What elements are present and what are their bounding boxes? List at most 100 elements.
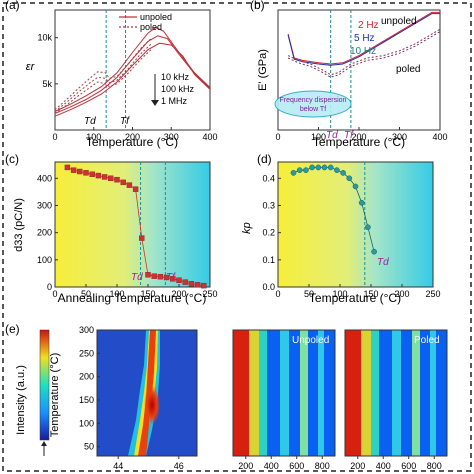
- panel-d-points: [290, 164, 377, 255]
- panel-c-point: [120, 179, 126, 186]
- panel-d-point: [371, 248, 377, 255]
- panel-e: (e) Intensity (a.u.) Temperature (°C) 50…: [5, 322, 448, 471]
- panel-d-xtick-label: 0: [275, 289, 280, 299]
- heatmap-unpoled-title: Unpoled: [292, 335, 329, 346]
- frequency-dispersion-callout: [274, 90, 352, 118]
- heatmap-xrd-x-ticks: 44 46: [113, 456, 184, 471]
- panel-d-point: [321, 164, 328, 171]
- panel-a-freq-100khz: 100 kHz: [161, 84, 195, 94]
- panel-d-xtick-label: 200: [394, 289, 409, 299]
- heatmap-xtick-label: 200: [238, 461, 253, 471]
- panel-d-ytick-label: 0.4: [262, 173, 275, 183]
- panel-d-ytick-label: 0.1: [262, 255, 275, 265]
- heatmap-poled-frame: [344, 329, 448, 457]
- panel-c-point: [95, 172, 102, 179]
- panel-a-series-poled: [54, 48, 153, 114]
- panel-d-ytick-label: 0.2: [262, 228, 275, 238]
- heatmap-unpoled-band-low: [233, 330, 249, 456]
- heatmap-poled-title: Poled: [414, 335, 440, 346]
- panel-b-curves: [287, 11, 441, 78]
- panel-d-x-ticks: 0 50 100 150 200 250: [275, 284, 441, 299]
- heatmap-xtick-label: 600: [289, 461, 304, 471]
- panel-c-point: [114, 176, 120, 183]
- panel-a-x-ticks: 0 100 200 300 400: [52, 127, 218, 142]
- panel-b-xtick-label: 0: [275, 132, 280, 142]
- heatmap-xtick-label: 46: [174, 461, 184, 471]
- heatmap-unpoled-frame: [232, 329, 336, 457]
- panel-b-unpoled-label: unpoled: [381, 16, 417, 27]
- panel-a-xtick-label: 100: [86, 132, 101, 142]
- panel-c-point: [132, 186, 139, 192]
- panel-a-series-unpoled: [54, 26, 211, 112]
- panel-d-point: [346, 175, 353, 182]
- colorbar-label: Intensity (a.u.): [15, 365, 27, 435]
- panel-c-point: [201, 282, 207, 289]
- panel-c-point: [188, 281, 195, 287]
- callout-line-2: below Tf: [300, 106, 326, 113]
- panel-c-point: [89, 171, 95, 177]
- panel-d-point: [309, 164, 315, 171]
- panel-d-point: [296, 167, 303, 174]
- panel-c-point: [157, 273, 164, 280]
- panel-d-xtick-label: 50: [304, 289, 314, 299]
- panel-c-td-label: Td: [131, 272, 143, 283]
- panel-c-point: [77, 168, 83, 175]
- heatmap-xrd-peak-core: [144, 385, 160, 425]
- panel-b-xtick-label: 300: [392, 132, 407, 142]
- panel-d-frame: [277, 161, 434, 288]
- panel-c-point: [64, 164, 71, 171]
- panel-d-point: [327, 164, 334, 171]
- panel-e-ytick-label: 300: [79, 325, 94, 335]
- panel-b-xlabel: Temperature (°C): [313, 135, 405, 149]
- panel-b-xtick-label: 100: [311, 132, 326, 142]
- panel-a-label: (a): [5, 0, 20, 12]
- panel-c: (c) 0 50 100 150 200 250 0 100 200 300 400 Anneal…: [5, 152, 218, 305]
- panel-c-ytick-label: 100: [37, 255, 52, 265]
- panel-d-label: (d): [257, 152, 272, 166]
- panel-e-ytick-label: 200: [79, 372, 94, 382]
- panel-d-point: [290, 170, 297, 176]
- heatmap-poled-band-cyan: [371, 330, 379, 456]
- panel-b: (b) Frequency dispersion below Tf 0 100 20…: [250, 0, 448, 149]
- panel-c-point: [139, 235, 145, 241]
- panel-a-series-poled: [54, 42, 153, 112]
- legend-2hz: 2 Hz: [358, 20, 379, 31]
- heatmap-unpoled-x-ticks: 200 400 600 800: [238, 456, 330, 471]
- colorbar: [39, 329, 50, 441]
- panel-b-series-unpoled: [287, 13, 440, 66]
- panel-c-point: [170, 276, 176, 282]
- heatmap-poled-band-low: [345, 330, 361, 456]
- heatmap-poled-band-4: [430, 330, 436, 456]
- panel-a-freq-10khz: 10 kHz: [161, 72, 190, 82]
- panel-c-ytick-label: 0: [47, 282, 52, 292]
- panel-b-td-label: Td: [326, 130, 338, 141]
- panel-d-point: [352, 183, 359, 190]
- panel-c-point: [83, 170, 89, 176]
- heatmap-xtick-label: 400: [264, 461, 279, 471]
- panel-c-ytick-label: 300: [37, 200, 52, 210]
- panel-e-ytick-label: 150: [79, 395, 94, 405]
- panel-d-ytick-label: 0.3: [262, 200, 275, 210]
- panel-d-point: [303, 167, 309, 174]
- panel-d: (d) 0 50 100 150 200 250 0.0 0.1 0.2 0.3 0.4 Temp…: [241, 152, 441, 305]
- legend-poled-label: poled: [140, 22, 162, 32]
- panel-d-xtick-label: 100: [332, 289, 347, 299]
- panel-d-y-ticks: 0.0 0.1 0.2 0.3 0.4: [262, 173, 281, 292]
- panel-c-point: [182, 279, 188, 285]
- panel-c-xtick-label: 150: [140, 289, 155, 299]
- panel-c-label: (c): [5, 152, 19, 166]
- panel-c-xtick-label: 50: [81, 289, 91, 299]
- panel-a-xtick-label: 400: [202, 132, 217, 142]
- panel-c-y-ticks: 0 100 200 300 400: [37, 173, 58, 292]
- panel-c-xtick-label: 100: [109, 289, 124, 299]
- panel-a-xtick-label: 0: [52, 132, 57, 142]
- colorbar-arrowhead: [41, 441, 47, 446]
- heatmap-poled: Poled: [344, 329, 448, 457]
- legend-5hz: 5 Hz: [354, 33, 375, 44]
- heatmap-xrd-frame: [96, 329, 198, 457]
- panel-a-freq-arrowhead: [151, 100, 159, 106]
- heatmap-xtick-label: 800: [427, 461, 442, 471]
- panel-a-tf-label: Tf: [120, 116, 130, 127]
- panel-a-ylabel: εr: [26, 61, 36, 73]
